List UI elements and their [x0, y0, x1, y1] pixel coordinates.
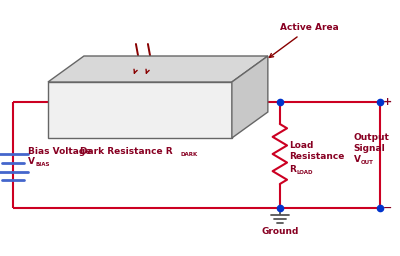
Text: Signal: Signal — [354, 144, 386, 153]
Polygon shape — [232, 56, 268, 138]
Polygon shape — [48, 82, 232, 138]
Text: DARK: DARK — [181, 152, 198, 156]
Text: Load: Load — [289, 142, 313, 151]
Text: OUT: OUT — [360, 159, 374, 165]
Text: Resistance: Resistance — [289, 152, 344, 161]
Text: R: R — [289, 165, 296, 175]
Text: LOAD: LOAD — [297, 169, 313, 175]
Text: Active Area: Active Area — [269, 24, 338, 57]
Text: Output: Output — [354, 133, 390, 143]
Text: +: + — [382, 97, 392, 107]
Polygon shape — [48, 56, 268, 82]
Text: V: V — [28, 157, 35, 166]
Text: Ground: Ground — [261, 227, 298, 236]
Text: −: − — [382, 203, 392, 213]
Text: Dark Resistance R: Dark Resistance R — [80, 147, 172, 156]
Text: BIAS: BIAS — [35, 162, 50, 166]
Text: V: V — [354, 155, 361, 165]
Text: Bias Voltage: Bias Voltage — [28, 147, 91, 156]
